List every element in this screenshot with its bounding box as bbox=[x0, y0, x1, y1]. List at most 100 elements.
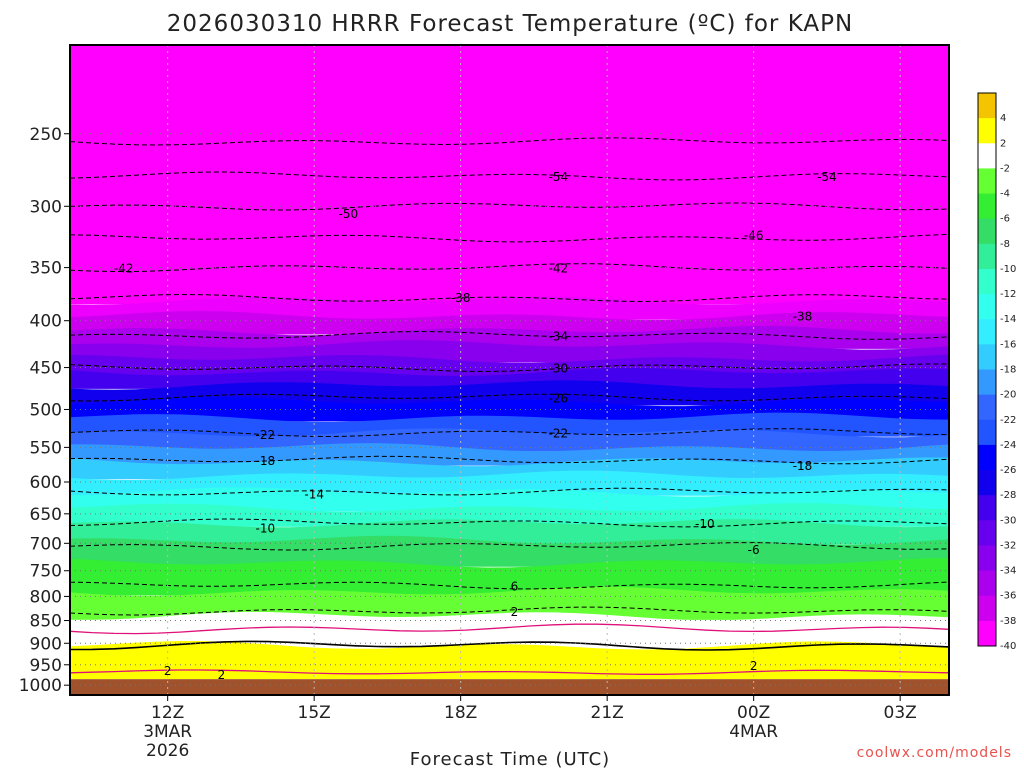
contour-label: -14 bbox=[304, 488, 324, 502]
colorbar-label: -6 bbox=[1000, 214, 1010, 225]
temperature-band bbox=[70, 45, 949, 305]
y-tick-label: 850 bbox=[30, 612, 62, 632]
colorbar-segment bbox=[978, 570, 996, 597]
contour-line bbox=[70, 171, 949, 181]
y-tick-label: 700 bbox=[30, 534, 62, 554]
x-tick-label: 18Z bbox=[444, 703, 477, 723]
temperature-band bbox=[70, 641, 949, 680]
contour-label: -38 bbox=[793, 310, 813, 324]
contour-line bbox=[70, 263, 949, 272]
colorbar-segment bbox=[978, 243, 996, 270]
contour-line bbox=[70, 363, 949, 373]
colorbar-segment bbox=[978, 143, 996, 169]
contour-line bbox=[70, 137, 949, 146]
contour-lines bbox=[70, 137, 949, 675]
contour-label: -22 bbox=[549, 427, 569, 441]
contour-label: -54 bbox=[549, 170, 569, 184]
credit-text[interactable]: coolwx.com/models bbox=[857, 745, 1012, 761]
contour-line bbox=[70, 330, 949, 340]
y-tick-label: 450 bbox=[30, 359, 62, 379]
x-tick-label: 21Z bbox=[591, 703, 624, 723]
freezing-line bbox=[70, 623, 949, 635]
contour-label: -50 bbox=[339, 207, 359, 221]
colorbar-label: -20 bbox=[1000, 390, 1016, 401]
contour-line bbox=[70, 293, 949, 303]
colorbar-segment bbox=[978, 193, 996, 220]
y-tick-label: 350 bbox=[30, 259, 62, 279]
y-tick-label: 400 bbox=[30, 312, 62, 332]
contour-line bbox=[70, 455, 949, 465]
x-tick-label: 12Z bbox=[151, 703, 184, 723]
contour-label: -38 bbox=[451, 291, 471, 305]
x-tick-date-label: 4MAR bbox=[729, 722, 778, 742]
y-tick-label: 600 bbox=[30, 473, 62, 493]
contour-label: -42 bbox=[114, 262, 134, 276]
colorbar-segment bbox=[978, 294, 996, 320]
y-tick-label: 300 bbox=[30, 197, 62, 217]
y-tick-label: 1000 bbox=[19, 676, 62, 696]
contour-label: -22 bbox=[256, 428, 276, 442]
x-tick-year-label: 2026 bbox=[146, 741, 189, 761]
colorbar-label: -32 bbox=[1000, 540, 1016, 551]
contour-label: -54 bbox=[817, 170, 837, 184]
colorbar-label: -22 bbox=[1000, 415, 1016, 426]
contour-label: 6 bbox=[511, 579, 519, 593]
x-axis-label: Forecast Time (UTC) bbox=[410, 749, 610, 768]
x-tick-label: 15Z bbox=[298, 703, 331, 723]
contour-labels: -54 -54 -50 -46 -42 -42 -38 -38 -34 -30 -26 -22 -22 -… bbox=[114, 170, 837, 682]
contour-label: -10 bbox=[695, 517, 715, 531]
colorbar-label: -10 bbox=[1000, 264, 1016, 275]
y-tick-label: 950 bbox=[30, 656, 62, 676]
temperature-band bbox=[70, 380, 949, 406]
colorbar-label: -14 bbox=[1000, 314, 1016, 325]
colorbar-segment bbox=[978, 218, 996, 245]
colorbar-segment bbox=[978, 394, 996, 421]
contour-label: -26 bbox=[549, 391, 569, 405]
contour-label: -42 bbox=[549, 262, 569, 276]
y-axis: 2503003504004505005506006507007508008509… bbox=[19, 125, 70, 696]
colorbar-label: -16 bbox=[1000, 339, 1016, 350]
colorbar-label: -24 bbox=[1000, 440, 1016, 451]
contour-line bbox=[70, 393, 949, 402]
temperature-band bbox=[70, 558, 949, 596]
contour-2c-line bbox=[70, 640, 949, 651]
y-tick-label: 800 bbox=[30, 587, 62, 607]
colorbar-segment bbox=[978, 93, 996, 119]
contour-label: -46 bbox=[744, 228, 764, 242]
contour-label: 2 bbox=[218, 668, 226, 682]
colorbar-segment bbox=[978, 545, 996, 572]
contour-line bbox=[70, 487, 949, 496]
colorbar-segment bbox=[978, 620, 996, 647]
colorbar-segment bbox=[978, 319, 996, 345]
colorbar-segment bbox=[978, 419, 996, 446]
ground-band bbox=[70, 679, 949, 695]
colorbar-segment bbox=[978, 495, 996, 521]
colorbar-label: -28 bbox=[1000, 490, 1016, 501]
colorbar: 4 2 -2 -4 -6 -8 -10 -12 -14 -16 -18 -20 -22 -24 -26 -28… bbox=[977, 92, 1016, 652]
colorbar-label: -40 bbox=[1000, 641, 1016, 652]
plot-area: -54 -54 -50 -46 -42 -42 -38 -38 -34 -30 -26 -22 -22 -… bbox=[70, 45, 949, 695]
temperature-band bbox=[70, 586, 949, 620]
colorbar-frame bbox=[977, 92, 997, 647]
y-tick-label: 750 bbox=[30, 562, 62, 582]
colorbar-segment bbox=[978, 369, 996, 396]
colorbar-label: -30 bbox=[1000, 515, 1016, 526]
temperature-bands bbox=[70, 45, 949, 695]
contour-label: -34 bbox=[549, 329, 569, 343]
freezing-line-lower bbox=[70, 669, 949, 675]
plot-frame bbox=[69, 44, 950, 696]
y-tick-label: 550 bbox=[30, 438, 62, 458]
colorbar-segment bbox=[978, 444, 996, 471]
colorbar-label: 4 bbox=[1000, 113, 1006, 124]
contour-line bbox=[70, 518, 949, 528]
colorbar-label: -26 bbox=[1000, 465, 1016, 476]
temperature-band bbox=[70, 428, 949, 452]
y-tick-label: 650 bbox=[30, 505, 62, 525]
contour-label: -6 bbox=[748, 543, 760, 557]
contour-line bbox=[70, 542, 949, 551]
colorbar-label: -18 bbox=[1000, 365, 1016, 376]
colorbar-label: -8 bbox=[1000, 239, 1010, 250]
temperature-band bbox=[70, 535, 949, 567]
contour-label: 2 bbox=[511, 605, 519, 619]
